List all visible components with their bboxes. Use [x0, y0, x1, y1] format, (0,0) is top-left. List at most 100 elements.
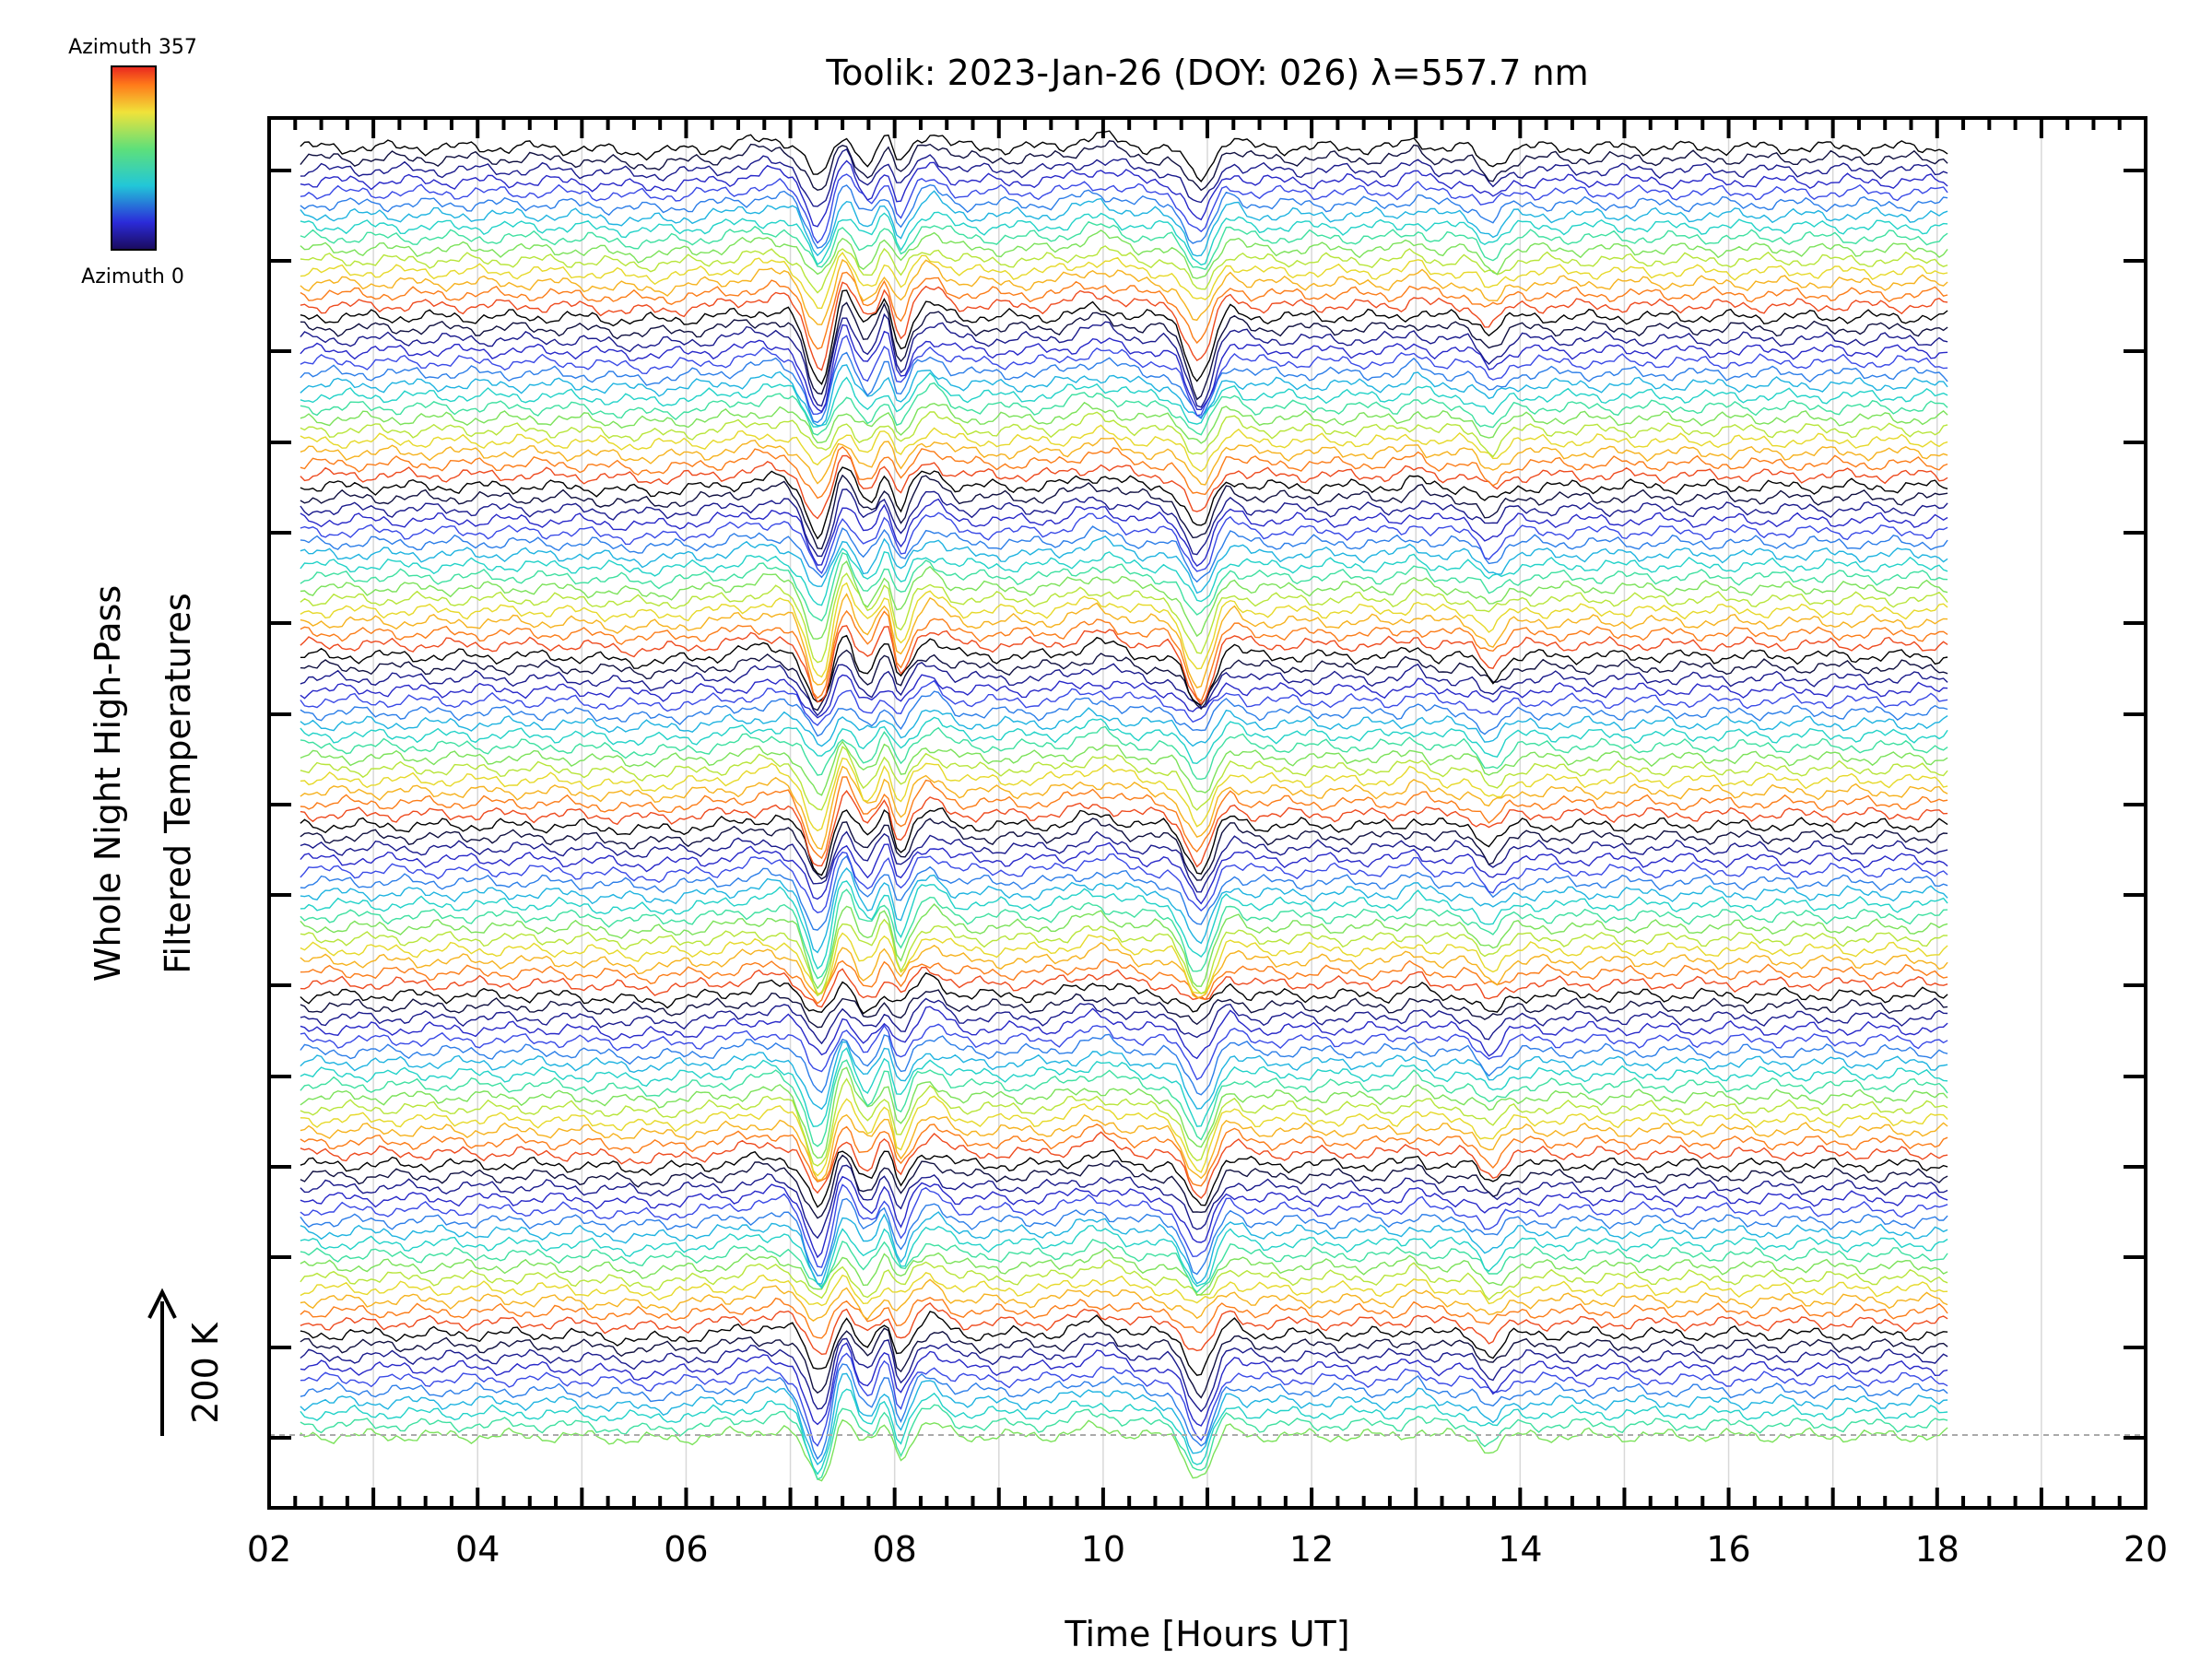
series-line [300, 790, 1948, 868]
series-line [300, 364, 1948, 427]
series-line [300, 1154, 1948, 1219]
series-line [300, 437, 1948, 486]
series-line [300, 757, 1948, 832]
series-line [300, 634, 1948, 706]
series-line [300, 258, 1948, 325]
series-line [300, 1372, 1948, 1465]
series-line [300, 220, 1948, 271]
series-line [300, 572, 1948, 664]
series-line [300, 312, 1948, 408]
series-line [300, 1131, 1948, 1199]
series-line [300, 854, 1948, 931]
series-line [300, 776, 1948, 860]
series-line [300, 1033, 1948, 1096]
series-line [300, 130, 1948, 182]
series-line [300, 1175, 1948, 1259]
series-line [300, 324, 1948, 413]
series-line [300, 1077, 1948, 1167]
x-tick-label: 14 [1498, 1529, 1542, 1570]
colorbar-gradient [111, 65, 157, 251]
series-line [300, 966, 1948, 1008]
series-line [300, 971, 1948, 1015]
series-line [300, 351, 1948, 424]
series-line [300, 725, 1948, 781]
x-tick-label: 06 [664, 1529, 708, 1570]
series-line [300, 1197, 1948, 1277]
series-line [300, 1006, 1948, 1060]
series-line [300, 716, 1948, 765]
series-line [300, 454, 1948, 520]
series-line [300, 1259, 1948, 1301]
chart-title: Toolik: 2023-Jan-26 (DOY: 026) λ=557.7 n… [825, 53, 1588, 93]
series-line [300, 989, 1948, 1029]
series-line [300, 1047, 1948, 1127]
series-line [300, 1363, 1948, 1461]
series-line [300, 271, 1948, 350]
series-line [300, 424, 1948, 473]
series-line [300, 958, 1948, 1005]
series-line [300, 679, 1948, 726]
series-line [300, 1124, 1948, 1187]
series-line [300, 888, 1948, 980]
series-line [300, 190, 1948, 257]
series-line [300, 1388, 1948, 1476]
series-line [300, 932, 1948, 994]
series-line [300, 674, 1948, 719]
y-axis-label-line2: Filtered Temperatures [158, 593, 198, 973]
series-line [300, 649, 1948, 712]
series-line [300, 252, 1948, 310]
series-line [300, 335, 1948, 417]
series-line [300, 1113, 1948, 1182]
y-axis-label-line1: Whole Night High-Pass [88, 585, 128, 982]
series-line [300, 512, 1948, 575]
series-line [300, 1297, 1948, 1339]
series-line [300, 807, 1948, 877]
scale-arrow-head [147, 1288, 177, 1319]
x-tick-label: 20 [2124, 1529, 2168, 1570]
series-line [300, 1164, 1948, 1240]
series-line [300, 229, 1948, 279]
series-line [300, 1183, 1948, 1268]
series-line [300, 941, 1948, 999]
scale-indicator: 200 K [147, 1288, 226, 1436]
series-line [300, 1247, 1948, 1297]
series-line [300, 867, 1948, 954]
series-line [300, 211, 1948, 266]
series-line [300, 918, 1948, 997]
colorbar: Azimuth 357 Azimuth 0 [68, 36, 197, 288]
series-line [300, 1342, 1948, 1427]
colorbar-top-label: Azimuth 357 [68, 36, 197, 59]
series-line [300, 140, 1948, 192]
series-line [300, 765, 1948, 851]
series-line [300, 1211, 1948, 1285]
series-line [300, 466, 1948, 540]
series-line [300, 1095, 1948, 1177]
series-line [300, 488, 1948, 558]
series-line [300, 535, 1948, 594]
series-line [300, 625, 1948, 706]
series-line [300, 289, 1948, 385]
series-line [300, 1302, 1948, 1356]
series-line [300, 1311, 1948, 1376]
x-tick-label: 10 [1081, 1529, 1125, 1570]
colorbar-bottom-label: Azimuth 0 [81, 265, 184, 288]
series-line [300, 547, 1948, 606]
series-line [300, 183, 1948, 250]
series-line [300, 1271, 1948, 1307]
series-line [300, 1337, 1948, 1413]
y-axis-label: Whole Night High-Pass Filtered Temperatu… [88, 585, 198, 982]
series-line [300, 880, 1948, 970]
series-line [300, 382, 1948, 436]
series-line [300, 173, 1948, 244]
series-line [300, 445, 1948, 500]
series-line [300, 1059, 1948, 1147]
series-line [300, 551, 1948, 622]
x-tick-label: 08 [872, 1529, 916, 1570]
series-line [300, 1148, 1948, 1208]
series-line [300, 301, 1948, 401]
series-line [300, 1418, 1948, 1482]
series-line [300, 997, 1948, 1045]
x-tick-label: 12 [1289, 1529, 1334, 1570]
series-line [300, 559, 1948, 640]
series-line [300, 525, 1948, 583]
